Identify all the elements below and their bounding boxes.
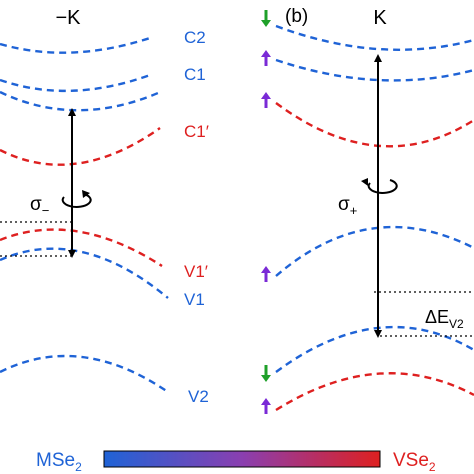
band-c2-right bbox=[275, 24, 474, 51]
band-c1p-left bbox=[0, 90, 159, 112]
left-panel: −K C2 C1 C1′ V1′ V1 V2 σ− bbox=[0, 7, 209, 406]
spin-up-icon bbox=[261, 92, 271, 99]
circular-polarization-icon-right bbox=[367, 179, 398, 194]
polarization-arrowhead-left bbox=[82, 190, 90, 198]
band-v1-right bbox=[275, 325, 474, 373]
spin-down-icon bbox=[261, 375, 271, 382]
spin-up-icon bbox=[261, 266, 271, 273]
band-v2-right bbox=[275, 372, 474, 412]
band-c1prime-red-left bbox=[0, 127, 161, 166]
sigma-minus-label: σ− bbox=[30, 194, 49, 218]
polarization-arrowhead-right bbox=[361, 178, 368, 186]
label-c1p: C1′ bbox=[184, 122, 209, 141]
label-v1: V1 bbox=[184, 290, 205, 309]
label-v1p: V1′ bbox=[184, 262, 208, 281]
band-v1p-right bbox=[275, 225, 474, 277]
spin-down-icon bbox=[261, 20, 271, 27]
band-v2-left bbox=[0, 354, 169, 393]
spin-arrows bbox=[261, 10, 271, 414]
band-c1-right bbox=[275, 58, 474, 82]
panel-label-b: (b) bbox=[285, 6, 308, 27]
colorbar: MSe2 VSe2 bbox=[36, 450, 436, 474]
colorbar-gradient bbox=[103, 450, 381, 468]
colorbar-left-label: MSe2 bbox=[36, 450, 82, 474]
band-v1-left bbox=[0, 247, 169, 299]
delta-ev2-label: ΔEV2 bbox=[425, 307, 464, 331]
label-c1: C1 bbox=[184, 65, 206, 84]
spin-up-icon bbox=[261, 50, 271, 57]
band-c2-left bbox=[0, 36, 151, 54]
band-c1-left bbox=[0, 73, 151, 93]
band-c1p-right bbox=[275, 102, 474, 148]
band-v1p-left bbox=[0, 228, 163, 268]
label-c2: C2 bbox=[184, 28, 206, 47]
right-valley-label: K bbox=[373, 7, 387, 29]
right-panel: (b) K σ+ bbox=[261, 6, 474, 414]
left-valley-label: −K bbox=[55, 7, 81, 29]
sigma-plus-label: σ+ bbox=[338, 194, 357, 218]
circular-polarization-icon-left bbox=[61, 193, 92, 208]
label-v2: V2 bbox=[188, 387, 209, 406]
spin-up-icon bbox=[261, 398, 271, 405]
colorbar-right-label: VSe2 bbox=[393, 450, 436, 474]
